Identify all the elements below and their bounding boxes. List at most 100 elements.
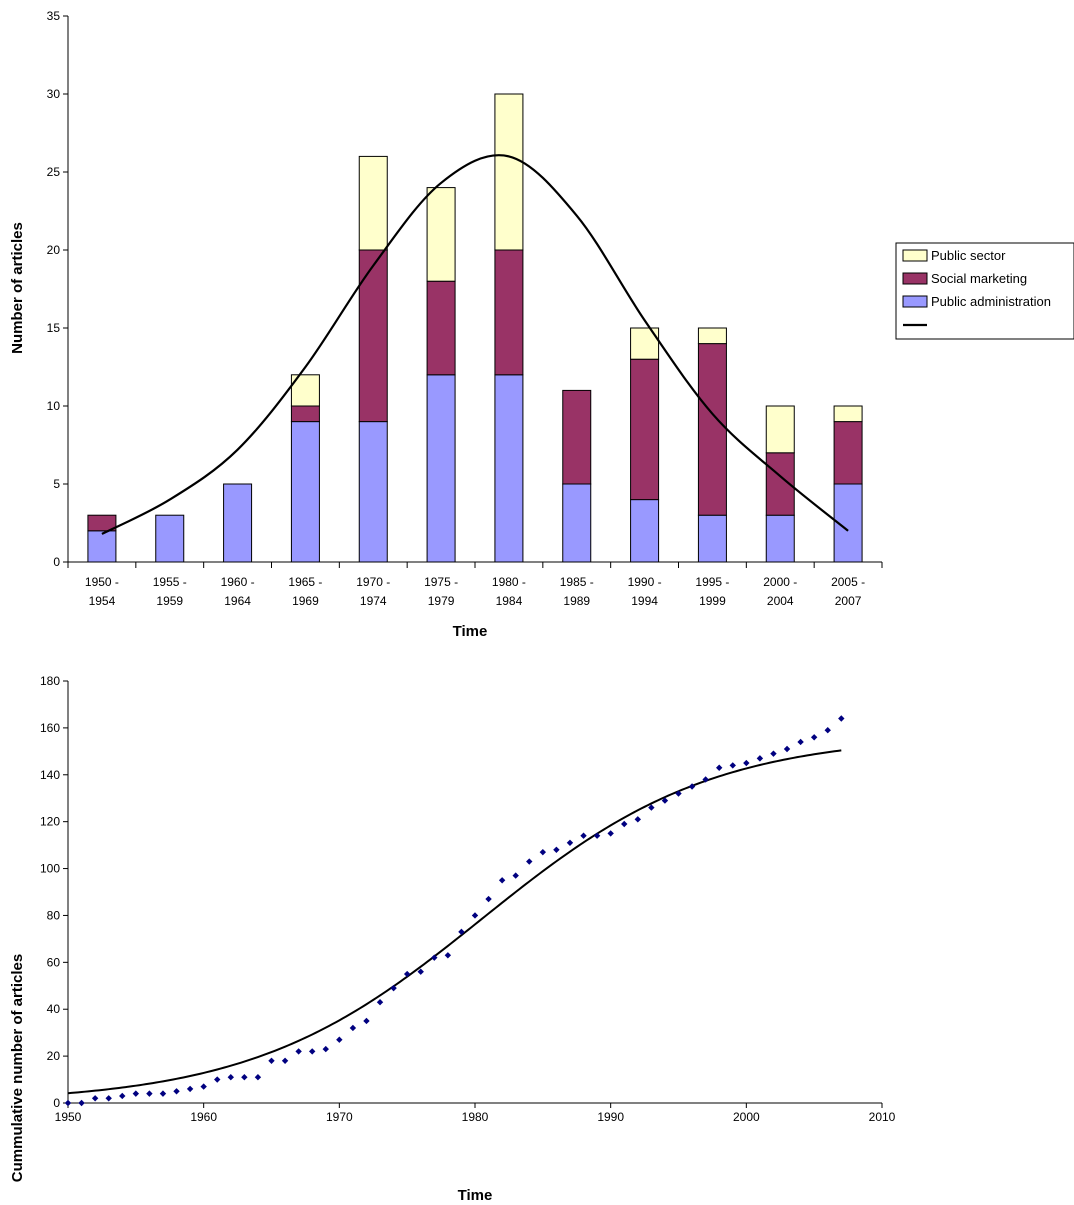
y-tick-label: 20 (47, 243, 61, 257)
data-point (173, 1088, 180, 1095)
data-point (403, 970, 411, 978)
y-tick-label: 80 (47, 908, 61, 922)
data-point (702, 776, 709, 783)
bar-segment-social-marketing (494, 249, 524, 376)
data-point (78, 1099, 85, 1107)
data-point (729, 762, 736, 769)
data-point (553, 846, 560, 853)
bar-segment-public-sector (697, 327, 727, 345)
bar-segment-public-administration (562, 483, 592, 563)
x-axis-title: Time (458, 1187, 493, 1204)
x-tick-label: 1980 - (492, 575, 526, 589)
y-axis-title: Cummulative number of articles (9, 954, 26, 1182)
x-tick-label: 1959 (156, 594, 183, 608)
data-point (607, 830, 614, 837)
data-point (254, 1074, 262, 1081)
bar-segment-public-administration (223, 483, 253, 563)
data-point (390, 984, 397, 992)
y-tick-label: 0 (53, 555, 60, 569)
x-tick-label: 1994 (631, 594, 658, 608)
data-point (593, 832, 601, 839)
bar-segment-public-administration (697, 514, 727, 563)
bar-segment-public-administration (630, 499, 660, 563)
y-tick-label: 140 (40, 768, 60, 782)
data-point (336, 1036, 343, 1043)
x-tick-label: 1955 - (153, 575, 187, 589)
x-tick-label: 1950 - (85, 575, 119, 589)
legend: Public sector Social marketing Public admi… (895, 242, 1074, 340)
bar-segment-public-administration (155, 514, 185, 563)
x-tick-label: 1990 (597, 1110, 624, 1124)
stacked-bar-chart: 0 5 10 15 20 25 30 35 1950 - 1954 1955 - 1959 1960 … (9, 9, 1074, 640)
data-point (634, 816, 641, 823)
bar-segment-public-sector (765, 405, 795, 454)
y-tick-label: 180 (40, 674, 60, 688)
x-tick-label: 1954 (89, 594, 116, 608)
y-tick-label: 0 (53, 1096, 60, 1110)
data-point (743, 759, 750, 767)
legend-swatch (902, 272, 928, 285)
data-point (471, 912, 479, 919)
y-tick-label: 60 (47, 955, 61, 969)
y-tick-label: 5 (53, 477, 60, 491)
data-point (756, 755, 764, 762)
legend-swatch (902, 249, 928, 262)
data-point (810, 734, 818, 741)
data-point (621, 820, 628, 828)
x-tick-label: 1950 (55, 1110, 82, 1124)
data-point (688, 783, 696, 790)
bar-segment-social-marketing (833, 421, 863, 485)
cumulative-scatter-chart: 0 20 40 60 80 100 120 140 160 180 1950 1960 1970 198… (9, 674, 896, 1204)
data-point (227, 1074, 234, 1081)
y-tick-label: 160 (40, 721, 60, 735)
x-axis-title: Time (453, 623, 488, 640)
data-point (539, 848, 547, 856)
data-point (526, 858, 533, 865)
bar-segment-public-sector (426, 187, 456, 282)
legend-label: Public sector (931, 248, 1006, 263)
x-tick-label: 1970 (326, 1110, 353, 1124)
data-point (675, 790, 682, 797)
x-tick-label: 1985 - (560, 575, 594, 589)
x-tick-label: 2007 (835, 594, 862, 608)
data-point (824, 727, 831, 734)
bar-segment-public-administration (290, 421, 320, 563)
y-axis-title: Number of articles (9, 222, 26, 354)
bar-segment-social-marketing (697, 343, 727, 516)
bar-segment-public-sector (494, 93, 524, 251)
data-point (295, 1048, 302, 1055)
data-point (444, 952, 452, 959)
legend-label: Social marketing (931, 271, 1027, 286)
data-point (268, 1057, 275, 1064)
x-tick-label: 1980 (462, 1110, 489, 1124)
y-tick-label: 10 (47, 399, 61, 413)
y-tick-label: 20 (47, 1049, 61, 1063)
bar-segment-social-marketing (426, 280, 456, 376)
y-tick-label: 40 (47, 1002, 61, 1016)
x-tick-label: 1965 - (288, 575, 322, 589)
data-point (376, 998, 384, 1006)
x-tick-label: 1969 (292, 594, 319, 608)
bar-segment-public-administration (87, 530, 117, 563)
x-tick-label: 1999 (699, 594, 726, 608)
data-point (200, 1083, 207, 1090)
x-tick-label: 1990 - (628, 575, 662, 589)
legend-label: Public administration (931, 294, 1051, 309)
x-tick-label: 1960 (190, 1110, 217, 1124)
y-tick-label: 25 (47, 165, 61, 179)
bar-segment-social-marketing (562, 389, 592, 485)
data-point (770, 750, 777, 757)
x-tick-label: 1975 - (424, 575, 458, 589)
data-point (498, 877, 506, 884)
bar-segment-social-marketing (358, 249, 388, 423)
data-point (797, 738, 804, 746)
bar-segment-public-administration (765, 514, 795, 563)
x-tick-label: 1989 (563, 594, 590, 608)
data-point (159, 1090, 167, 1097)
data-point (783, 745, 791, 753)
bar-segment-public-administration (358, 421, 388, 563)
x-tick-label: 2000 - (763, 575, 797, 589)
data-point (322, 1045, 329, 1053)
legend-swatch (902, 295, 928, 308)
y-tick-label: 35 (47, 9, 61, 23)
